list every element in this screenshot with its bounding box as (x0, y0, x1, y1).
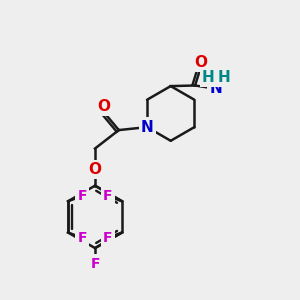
Text: O: O (97, 99, 110, 114)
Text: F: F (103, 231, 112, 245)
Text: N: N (141, 120, 153, 135)
Text: F: F (90, 256, 100, 271)
Text: H: H (202, 70, 215, 85)
Text: F: F (77, 189, 87, 203)
Text: F: F (77, 231, 87, 245)
Text: N: N (209, 81, 222, 96)
Text: O: O (88, 162, 101, 177)
Text: H: H (218, 70, 230, 85)
Text: F: F (103, 189, 112, 203)
Text: O: O (194, 55, 208, 70)
Text: N: N (141, 120, 153, 135)
